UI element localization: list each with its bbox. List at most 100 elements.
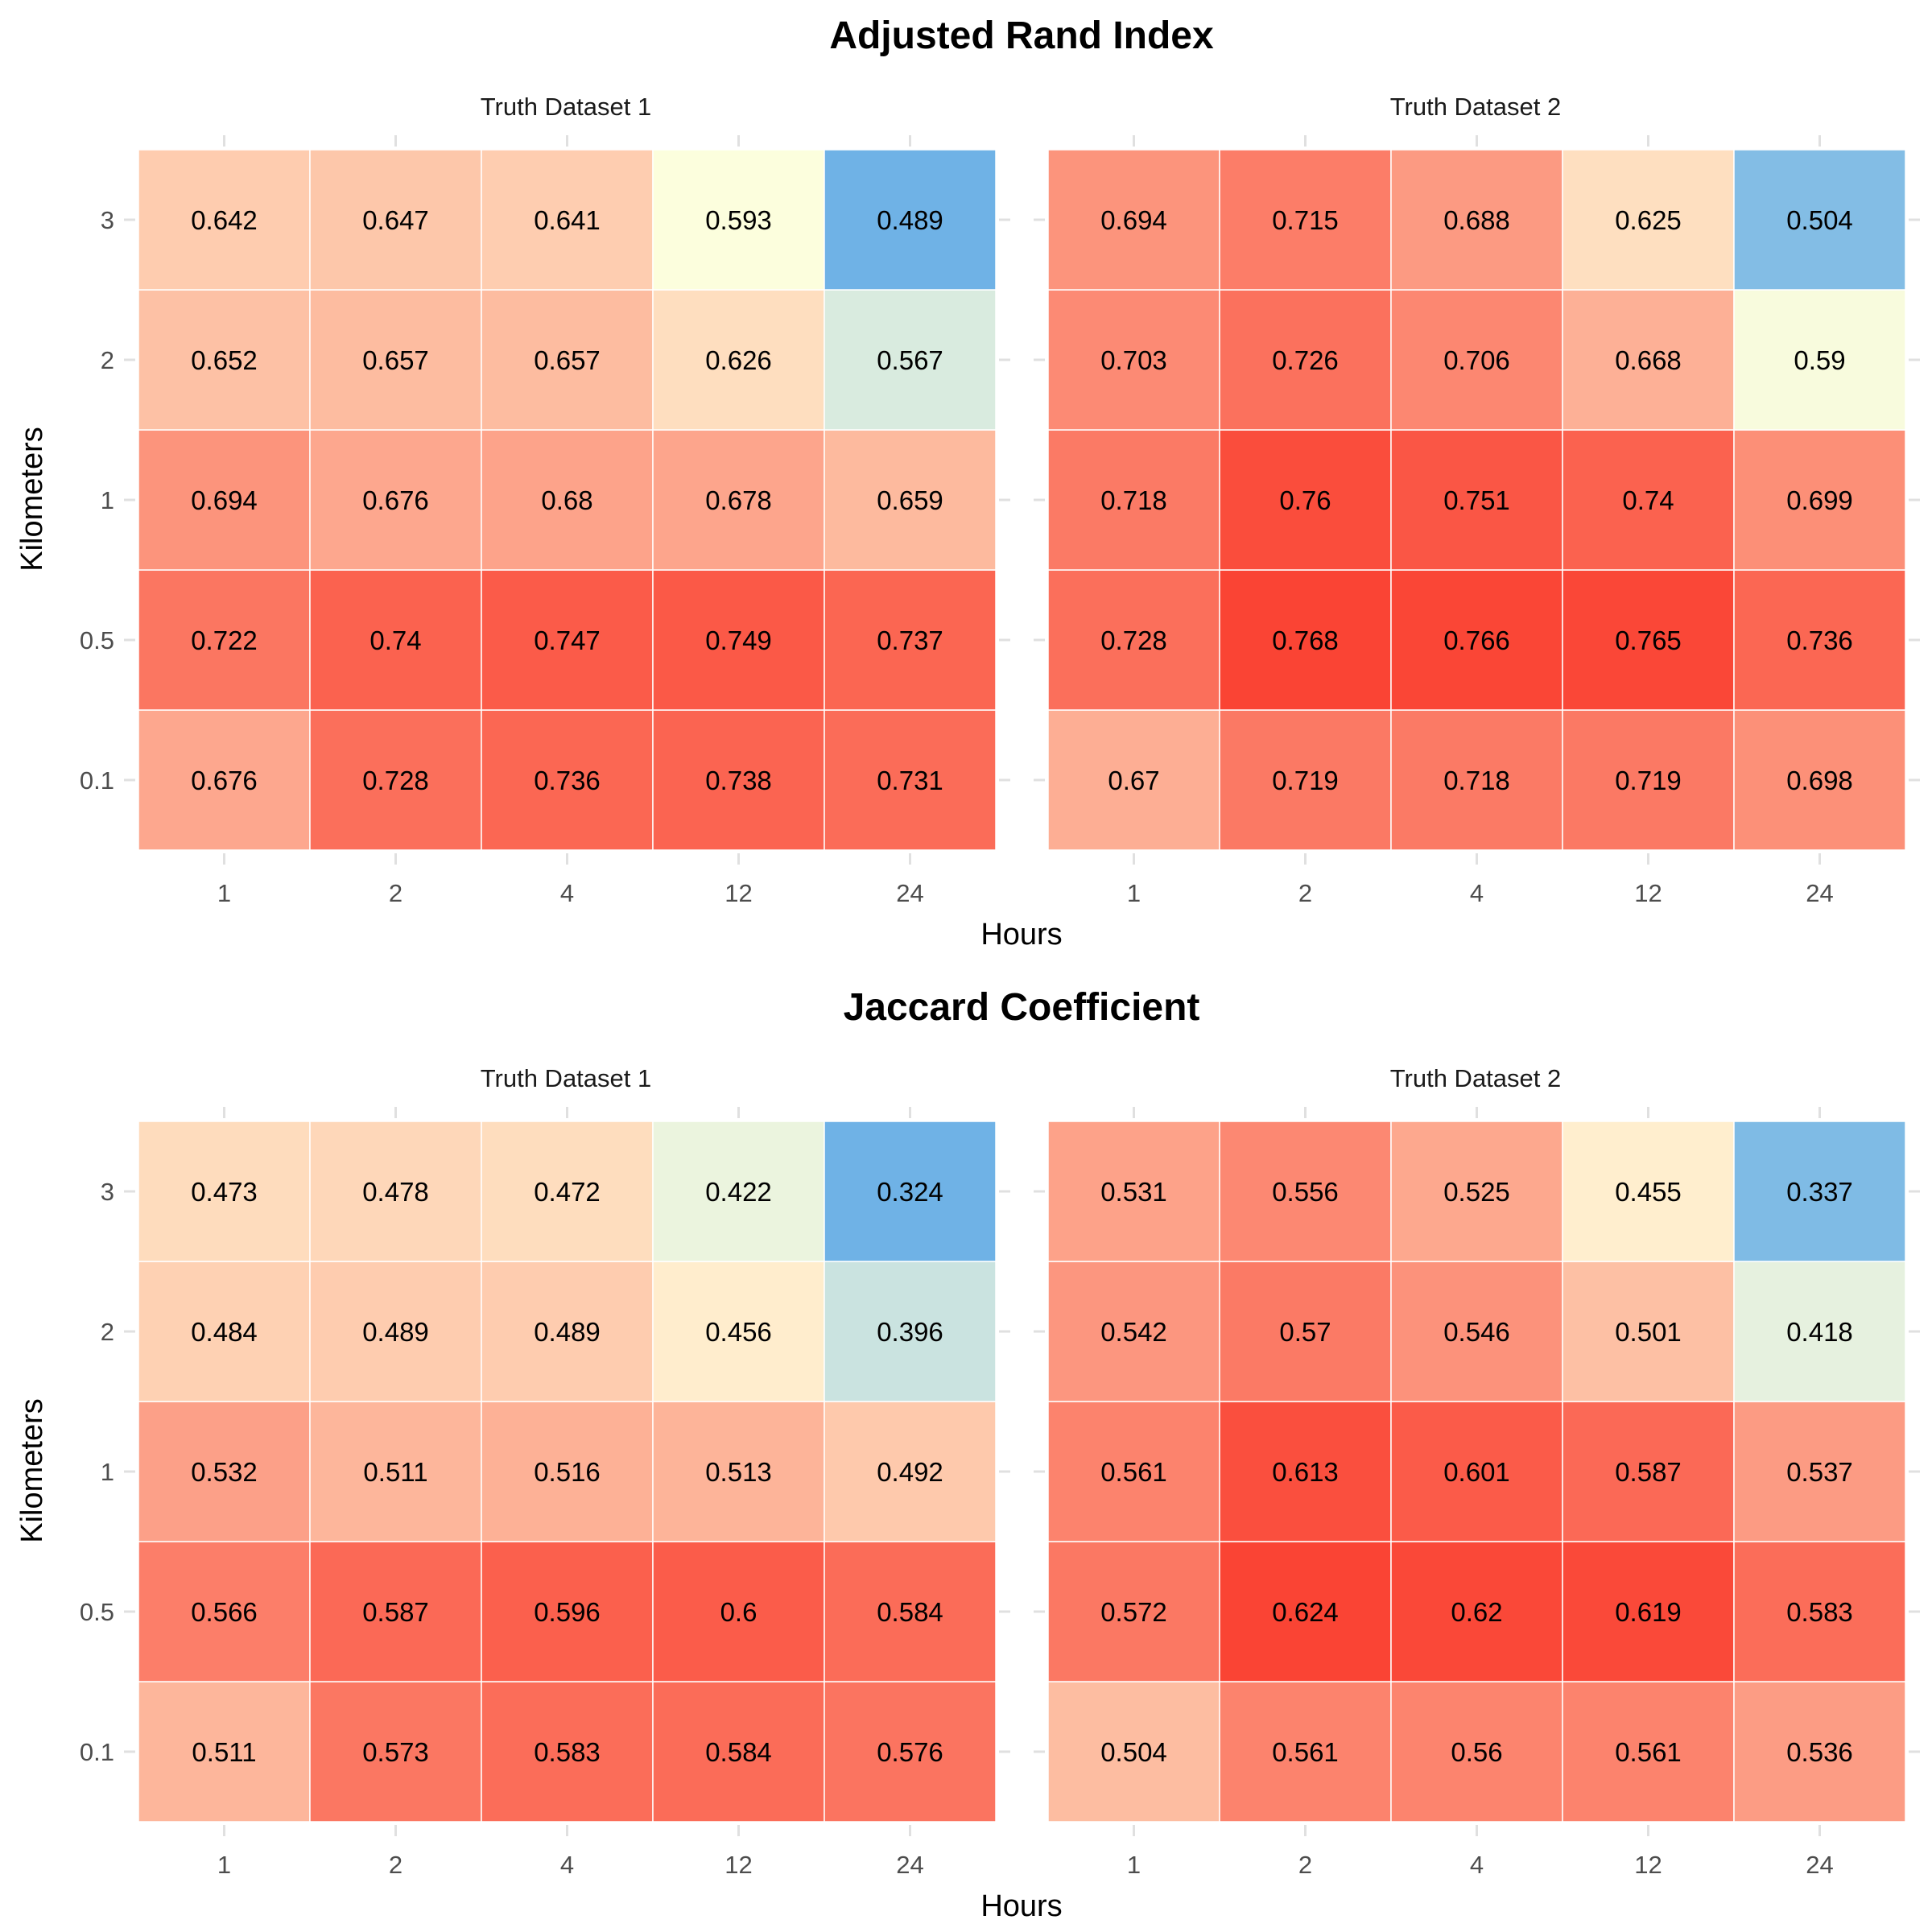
cell-value-label: 0.531 [1100, 1177, 1167, 1207]
heatmap-cell [481, 1121, 654, 1262]
heatmap-cell [138, 569, 311, 711]
heatmap-cell [1562, 709, 1735, 851]
heatmap-cell [824, 1261, 997, 1402]
cell-value-label: 0.511 [363, 1457, 427, 1487]
x-tick-label: 2 [389, 1851, 402, 1879]
x-tick-label: 2 [1298, 1851, 1312, 1879]
heatmap-cell [481, 1681, 654, 1823]
cell-value-label: 0.56 [1451, 1737, 1502, 1767]
cell-value-label: 0.556 [1272, 1177, 1339, 1207]
heatmap-cell [1562, 1681, 1735, 1823]
y-tick-label: 3 [101, 206, 114, 234]
cell-value-label: 0.478 [362, 1177, 429, 1207]
cell-value-label: 0.719 [1272, 766, 1339, 795]
cell-value-label: 0.738 [705, 766, 772, 795]
heatmap-cell [824, 149, 997, 291]
cell-value-label: 0.6 [720, 1597, 758, 1627]
x-tick-label: 1 [217, 879, 231, 907]
cell-value-label: 0.516 [534, 1457, 601, 1487]
cell-value-label: 0.584 [877, 1597, 943, 1627]
heatmap-cell [1047, 1681, 1220, 1823]
heatmap-cell [138, 709, 311, 851]
cell-value-label: 0.492 [877, 1457, 943, 1487]
heatmap-cell [481, 709, 654, 851]
heatmap-cell [1047, 1121, 1220, 1262]
cell-value-label: 0.613 [1272, 1457, 1339, 1487]
cell-value-label: 0.489 [534, 1317, 601, 1347]
heatmap-cell [652, 149, 825, 291]
cell-value-label: 0.587 [362, 1597, 429, 1627]
x-tick-label: 2 [389, 879, 402, 907]
heatmap-cell [1390, 1541, 1563, 1682]
heatmap-cell [309, 1401, 482, 1542]
heatmap-cell [1390, 1121, 1563, 1262]
cell-value-label: 0.676 [362, 485, 429, 515]
cell-value-label: 0.501 [1615, 1317, 1682, 1347]
cell-value-label: 0.766 [1443, 625, 1510, 655]
heatmap-cell [481, 1401, 654, 1542]
x-axis-title: Hours [980, 1889, 1062, 1923]
cell-value-label: 0.652 [191, 345, 258, 375]
heatmap-cell [138, 149, 311, 291]
cell-value-label: 0.694 [191, 485, 258, 515]
heatmap-cell [481, 1541, 654, 1682]
cell-value-label: 0.324 [877, 1177, 943, 1207]
heatmap-cell [652, 1121, 825, 1262]
heatmap-cell [309, 1541, 482, 1682]
heatmap-cell [1390, 289, 1563, 431]
cell-value-label: 0.536 [1786, 1737, 1853, 1767]
cell-value-label: 0.699 [1786, 485, 1853, 515]
heatmap-cell [1733, 429, 1906, 571]
heatmap-cell [824, 429, 997, 571]
heatmap-cell [309, 1121, 482, 1262]
cell-value-label: 0.418 [1786, 1317, 1853, 1347]
cell-value-label: 0.587 [1615, 1457, 1682, 1487]
cell-value-label: 0.728 [362, 766, 429, 795]
heatmap-cell [1733, 149, 1906, 291]
cell-value-label: 0.567 [877, 345, 943, 375]
cell-value-label: 0.642 [191, 205, 258, 235]
heatmap-cell [652, 429, 825, 571]
cell-value-label: 0.698 [1786, 766, 1853, 795]
heatmap-cell [309, 569, 482, 711]
heatmap-cell [1733, 1541, 1906, 1682]
heatmap-cell [481, 1261, 654, 1402]
heatmap-cell [1733, 1261, 1906, 1402]
cell-value-label: 0.751 [1443, 485, 1510, 515]
cell-value-label: 0.726 [1272, 345, 1339, 375]
cell-value-label: 0.659 [877, 485, 943, 515]
cell-value-label: 0.484 [191, 1317, 258, 1347]
heatmap-cell [1047, 429, 1220, 571]
cell-value-label: 0.513 [705, 1457, 772, 1487]
heatmap-cell [1733, 569, 1906, 711]
y-axis-title: Kilometers [15, 427, 49, 572]
cell-value-label: 0.76 [1279, 485, 1331, 515]
y-tick-label: 1 [101, 486, 114, 514]
cell-value-label: 0.657 [362, 345, 429, 375]
cell-value-label: 0.566 [191, 1597, 258, 1627]
x-tick-label: 12 [1634, 1851, 1662, 1879]
heatmap-cell [1390, 429, 1563, 571]
chart-title: Adjusted Rand Index [829, 14, 1214, 57]
heatmap-cell [652, 1401, 825, 1542]
heatmap-cell [1733, 1681, 1906, 1823]
cell-value-label: 0.62 [1451, 1597, 1502, 1627]
cell-value-label: 0.647 [362, 205, 429, 235]
x-tick-label: 1 [1127, 879, 1141, 907]
y-tick-label: 0.5 [80, 1598, 114, 1626]
heatmap-cell [1733, 1121, 1906, 1262]
heatmap-cell [1562, 429, 1735, 571]
cell-value-label: 0.511 [192, 1737, 256, 1767]
heatmap-cell [1047, 709, 1220, 851]
heatmap-cell [1390, 149, 1563, 291]
cell-value-label: 0.722 [191, 625, 258, 655]
cell-value-label: 0.542 [1100, 1317, 1167, 1347]
cell-value-label: 0.74 [369, 625, 421, 655]
cell-value-label: 0.703 [1100, 345, 1167, 375]
cell-value-label: 0.59 [1794, 345, 1845, 375]
heatmap-cell [481, 429, 654, 571]
cell-value-label: 0.584 [705, 1737, 772, 1767]
cell-value-label: 0.641 [534, 205, 601, 235]
heatmap-cell [1219, 1541, 1392, 1682]
